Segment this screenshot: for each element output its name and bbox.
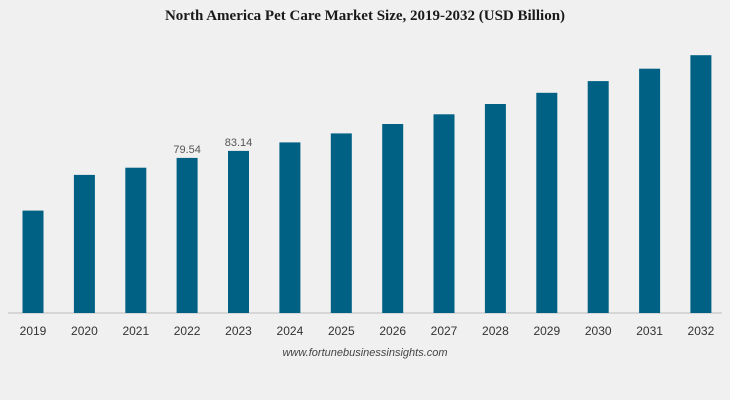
x-tick-label: 2021 [122, 324, 149, 338]
source-note: www.fortunebusinessinsights.com [282, 347, 448, 359]
x-tick-label: 2022 [174, 324, 201, 338]
bar-2031 [639, 68, 661, 313]
bar-2021 [125, 167, 147, 313]
x-tick-label: 2029 [533, 324, 560, 338]
bar-2019 [22, 210, 44, 313]
x-tick-label: 2027 [431, 324, 458, 338]
x-tick-label: 2020 [71, 324, 98, 338]
data-label-2022: 79.54 [173, 144, 201, 156]
x-tick-label: 2025 [328, 324, 355, 338]
bar-2028 [484, 104, 506, 313]
x-tick-label: 2031 [636, 324, 663, 338]
bar-2020 [73, 174, 95, 313]
data-label-2023: 83.14 [225, 137, 253, 149]
x-tick-label: 2024 [277, 324, 304, 338]
bar-2027 [433, 114, 455, 313]
x-tick-label: 2026 [379, 324, 406, 338]
chart-title: North America Pet Care Market Size, 2019… [164, 8, 566, 24]
x-tick-label: 2023 [225, 324, 252, 338]
bar-2024 [279, 142, 301, 313]
x-tick-label: 2028 [482, 324, 509, 338]
bar-2029 [536, 92, 558, 313]
x-tick-label: 2019 [20, 324, 47, 338]
bar-2022 [176, 157, 198, 313]
x-tick-label: 2032 [688, 324, 715, 338]
bar-2026 [382, 124, 404, 313]
x-tick-label: 2030 [585, 324, 612, 338]
bar-2032 [690, 55, 712, 313]
bar-2030 [587, 81, 609, 313]
bar-2025 [330, 133, 352, 313]
bar-2023 [228, 150, 249, 313]
